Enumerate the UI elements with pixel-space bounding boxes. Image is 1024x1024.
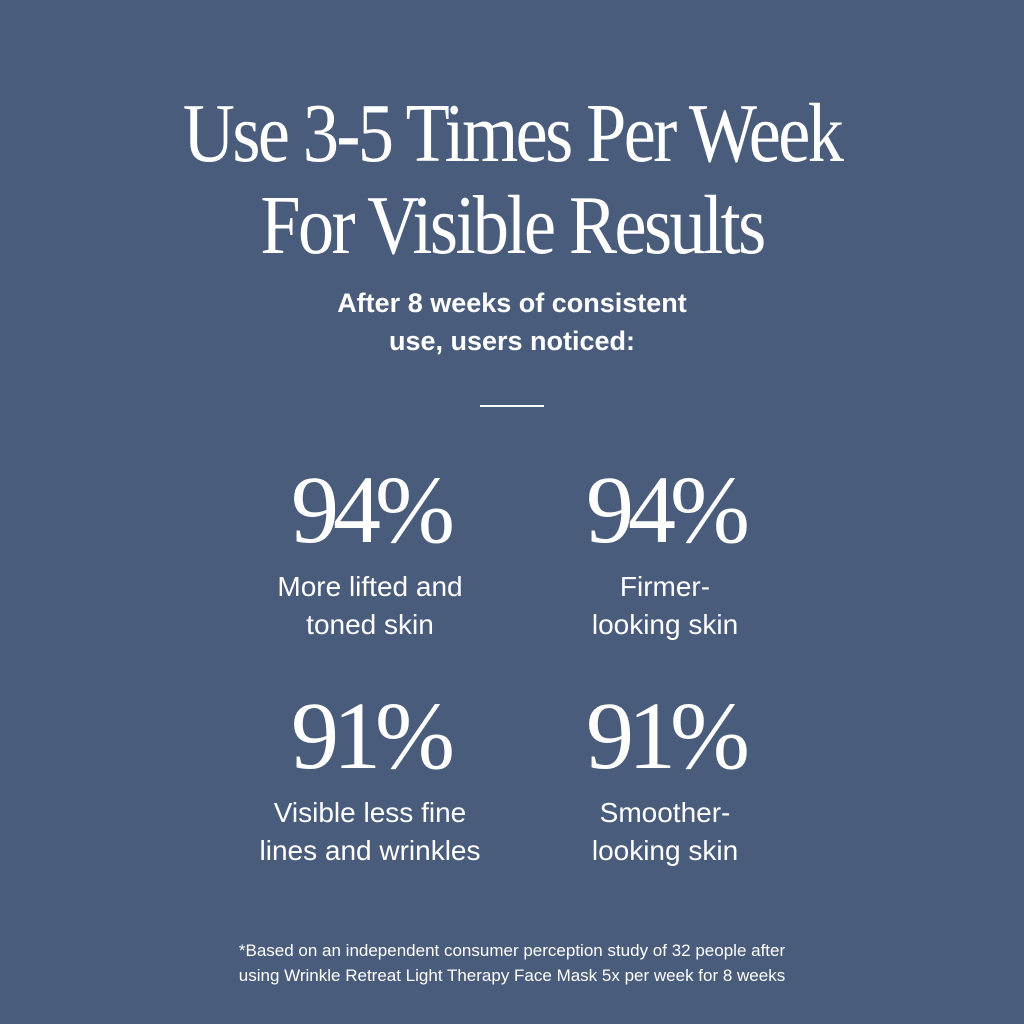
headline-line-1: Use 3-5 Times Per Week <box>182 87 844 180</box>
subtitle-line-2: use, users noticed: <box>388 326 636 356</box>
footnote-line-2: using Wrinkle Retreat Light Therapy Face… <box>238 966 786 985</box>
divider <box>480 405 544 407</box>
stat-label: Smoother-looking skin <box>591 797 739 866</box>
stat-value: 94% <box>586 456 750 563</box>
headline-line-2: For Visible Results <box>260 179 766 272</box>
stat-firmer: 94% Firmer-looking skin <box>515 462 815 644</box>
stat-label: More lifted and toned skin <box>277 571 463 640</box>
stat-label: Firmer-looking skin <box>591 571 739 640</box>
stat-label: Visible less fine lines and wrinkles <box>259 797 481 866</box>
footnote-line-1: *Based on an independent consumer percep… <box>238 941 786 960</box>
stat-smoother: 91% Smoother-looking skin <box>515 688 815 870</box>
subtitle: After 8 weeks of consistent use, users n… <box>0 284 1024 360</box>
stat-value: 91% <box>586 682 750 789</box>
stat-value: 91% <box>291 682 455 789</box>
footnote: *Based on an independent consumer percep… <box>0 938 1024 988</box>
stat-value: 94% <box>291 456 455 563</box>
stat-lifted: 94% More lifted and toned skin <box>220 462 520 644</box>
headline: Use 3-5 Times Per Week For Visible Resul… <box>0 88 1024 272</box>
stat-fine-lines: 91% Visible less fine lines and wrinkles <box>220 688 520 870</box>
subtitle-line-1: After 8 weeks of consistent <box>337 288 687 318</box>
